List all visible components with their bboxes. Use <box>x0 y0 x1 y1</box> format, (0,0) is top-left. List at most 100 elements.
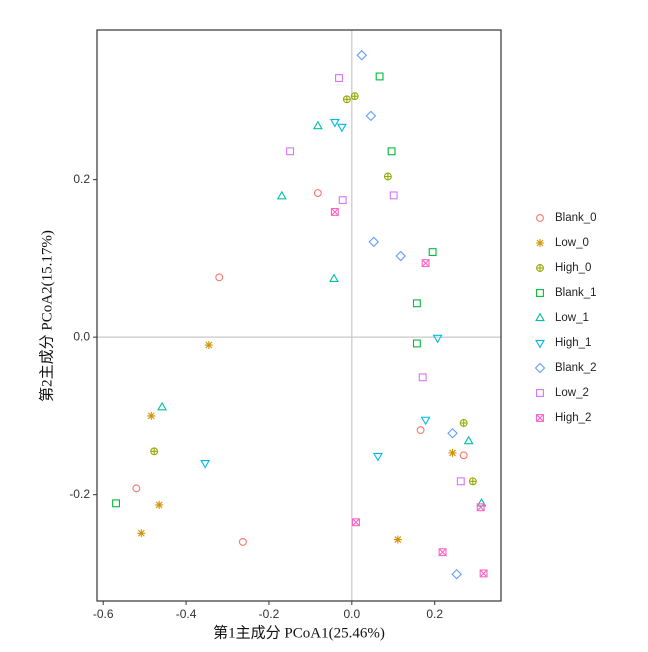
marker-shape <box>459 451 468 460</box>
point <box>463 435 474 445</box>
point <box>420 416 431 426</box>
marker-shape <box>536 414 544 422</box>
point <box>428 248 437 257</box>
legend-label: High_0 <box>555 262 591 274</box>
legend-label: Low_1 <box>555 312 589 324</box>
marker-shape <box>313 189 322 197</box>
point <box>286 147 295 156</box>
point <box>150 447 159 456</box>
y-tick-label: -0.2 <box>69 487 90 501</box>
point <box>412 339 421 348</box>
legend-label: High_2 <box>555 412 591 424</box>
marker-shape <box>147 411 156 420</box>
marker-shape <box>469 477 477 485</box>
point <box>155 500 164 509</box>
point <box>389 191 398 200</box>
marker-shape <box>286 147 295 156</box>
point <box>459 451 468 460</box>
marker-shape <box>387 147 396 156</box>
marker-shape <box>329 118 340 128</box>
point <box>157 401 168 411</box>
marker-shape <box>335 74 343 82</box>
marker-shape <box>412 299 421 308</box>
legend-label: Low_2 <box>555 387 589 399</box>
point <box>204 341 213 350</box>
point <box>368 236 380 248</box>
x-tick-label: 0.2 <box>426 607 443 621</box>
point <box>330 207 339 216</box>
legend-key <box>536 389 544 397</box>
point <box>372 452 383 462</box>
marker-shape <box>372 452 383 462</box>
point <box>459 419 468 427</box>
marker-shape <box>200 460 211 469</box>
legend-key <box>535 312 545 322</box>
marker-shape <box>412 339 421 348</box>
legend-key <box>534 362 546 374</box>
marker-shape <box>428 248 437 257</box>
marker-shape <box>479 569 488 578</box>
point <box>476 503 485 512</box>
marker-shape <box>331 208 339 216</box>
point <box>356 49 368 61</box>
marker-shape <box>432 334 443 344</box>
marker-shape <box>137 529 146 538</box>
point <box>338 196 347 205</box>
legend-key <box>536 214 544 222</box>
marker-shape <box>157 401 168 411</box>
point <box>418 373 427 382</box>
marker-shape <box>352 518 360 527</box>
marker-shape <box>536 239 544 247</box>
marker-shape <box>438 548 447 557</box>
point <box>395 250 407 262</box>
point <box>112 499 121 508</box>
point <box>393 535 402 544</box>
marker-shape <box>534 362 546 374</box>
marker-shape <box>389 191 398 200</box>
point <box>312 120 323 130</box>
marker-shape <box>447 427 458 439</box>
marker-shape <box>365 110 377 122</box>
y-axis-title: 第2主成分 PCoA2(15.17%) <box>37 230 55 402</box>
x-tick-label: 0.0 <box>343 607 360 621</box>
marker-shape <box>238 537 247 546</box>
marker-shape <box>368 236 380 248</box>
marker-shape <box>535 312 545 322</box>
point <box>412 299 421 308</box>
point <box>137 529 146 538</box>
point <box>336 123 347 133</box>
legend-key <box>535 339 545 349</box>
marker-shape <box>204 341 213 350</box>
legend-key <box>536 264 544 272</box>
legend-label: Blank_2 <box>555 362 597 374</box>
marker-shape <box>451 568 462 580</box>
marker-shape <box>460 419 468 427</box>
marker-shape <box>456 477 465 486</box>
marker-shape <box>112 499 121 508</box>
x-tick-label: -0.6 <box>93 607 114 621</box>
point <box>456 477 465 486</box>
marker-shape <box>393 535 402 544</box>
point <box>342 95 351 104</box>
legend-label: Blank_1 <box>555 287 597 299</box>
marker-shape <box>150 447 158 455</box>
point <box>451 568 462 580</box>
point <box>147 411 156 420</box>
point <box>448 448 457 457</box>
marker-shape <box>418 373 427 382</box>
marker-shape <box>479 569 488 578</box>
marker-shape <box>375 72 384 81</box>
point <box>447 427 458 439</box>
point <box>313 189 322 197</box>
y-tick-label: 0.2 <box>73 172 90 186</box>
legend-label: High_1 <box>555 337 591 349</box>
marker-shape <box>356 49 368 61</box>
x-tick-label: -0.4 <box>176 607 197 621</box>
marker-shape <box>351 92 359 100</box>
legend-label: Low_0 <box>555 237 589 249</box>
marker-shape <box>330 207 339 216</box>
marker-shape <box>352 518 360 527</box>
marker-shape <box>276 190 287 200</box>
marker-shape <box>336 123 347 133</box>
legend-label: Blank_0 <box>555 212 597 224</box>
